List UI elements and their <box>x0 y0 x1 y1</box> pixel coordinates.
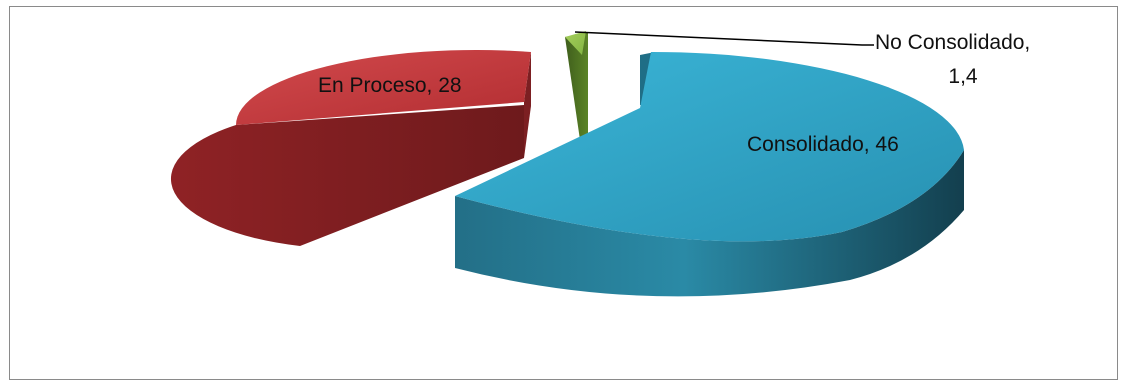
slice-no-consolidado-top <box>565 31 586 55</box>
label-no-consolidado-value: 1,4 <box>948 65 978 88</box>
label-en-proceso: En Proceso, 28 <box>318 74 462 97</box>
label-consolidado: Consolidado, 46 <box>747 133 899 156</box>
slice-en-proceso-side <box>170 105 524 246</box>
slice-en-proceso-face <box>524 52 531 158</box>
slice-consolidado <box>455 51 964 297</box>
slice-consolidado-side <box>455 150 964 297</box>
label-no-consolidado: No Consolidado, <box>875 31 1030 54</box>
slice-no-consolidado <box>565 31 588 140</box>
slice-en-proceso-top <box>236 50 531 125</box>
slice-en-proceso <box>170 50 531 246</box>
slice-no-consolidado-side <box>565 32 588 140</box>
leader-line <box>574 31 874 46</box>
slice-consolidado-top <box>455 51 964 242</box>
